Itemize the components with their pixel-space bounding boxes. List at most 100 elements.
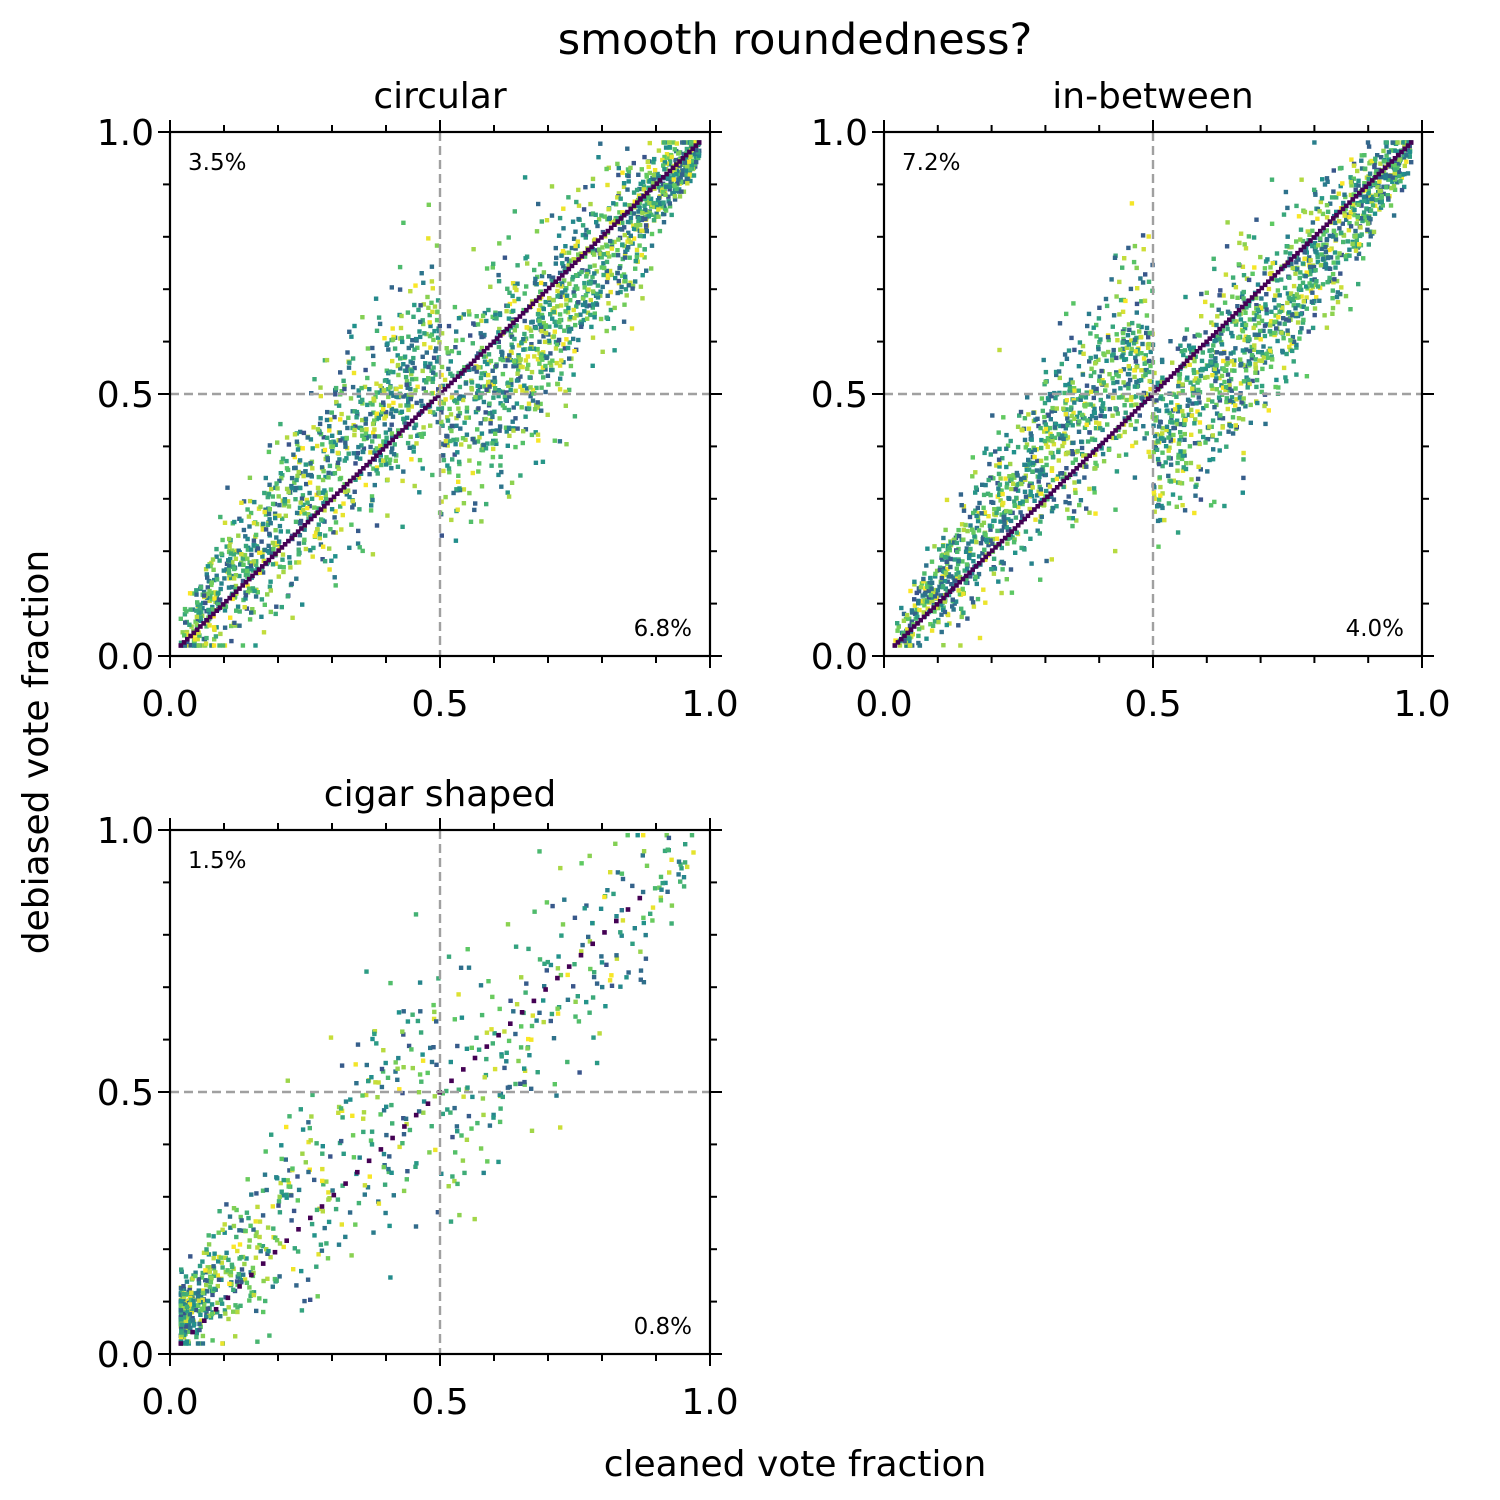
scatter-point: [1391, 183, 1397, 189]
scatter-point: [921, 610, 926, 615]
scatter-point: [370, 439, 375, 444]
scatter-point: [297, 458, 303, 463]
scatter-point: [367, 472, 372, 477]
scatter-point: [248, 563, 254, 568]
scatter-point: [1246, 234, 1252, 239]
scatter-point: [1098, 413, 1103, 419]
scatter-point: [950, 597, 955, 602]
scatter-point: [488, 358, 494, 364]
scatter-point: [563, 389, 568, 394]
scatter-point: [1241, 296, 1246, 301]
scatter-point: [531, 346, 537, 351]
scatter-point: [1134, 419, 1139, 424]
scatter-point: [1116, 434, 1122, 439]
diagonal-point: [661, 175, 666, 180]
scatter-point: [680, 172, 685, 177]
scatter-point: [666, 176, 671, 182]
scatter-point: [1156, 408, 1162, 413]
scatter-point: [451, 437, 456, 443]
scatter-point: [229, 638, 234, 644]
scatter-point: [1324, 228, 1329, 233]
scatter-point: [1231, 400, 1236, 405]
scatter-point: [601, 261, 606, 266]
scatter-point: [416, 307, 421, 313]
scatter-point: [641, 187, 647, 192]
scatter-point: [507, 353, 512, 358]
scatter-point: [566, 263, 571, 268]
scatter-point: [599, 265, 604, 270]
scatter-point: [1334, 195, 1339, 200]
scatter-point: [1211, 322, 1216, 327]
scatter-point: [1208, 353, 1214, 358]
scatter-point: [1233, 423, 1238, 428]
scatter-point: [1336, 219, 1342, 224]
scatter-point: [265, 592, 270, 597]
scatter-point: [347, 545, 352, 550]
scatter-point: [664, 152, 670, 157]
scatter-point: [1126, 381, 1131, 387]
scatter-point: [680, 168, 685, 173]
scatter-point: [327, 424, 332, 429]
scatter-point: [1069, 449, 1075, 454]
scatter-point: [354, 415, 359, 420]
scatter-point: [1058, 435, 1063, 441]
scatter-point: [997, 482, 1003, 487]
scatter-point: [605, 244, 610, 249]
scatter-point: [431, 370, 436, 375]
scatter-point: [622, 302, 627, 307]
scatter-point: [1001, 525, 1007, 530]
scatter-point: [493, 431, 498, 436]
scatter-point: [592, 271, 597, 276]
scatter-point: [1362, 187, 1368, 192]
scatter-point: [342, 420, 348, 425]
scatter-point: [1255, 307, 1260, 313]
scatter-point: [506, 494, 512, 499]
scatter-point: [421, 302, 426, 307]
scatter-point: [1193, 484, 1198, 489]
scatter-point: [1233, 403, 1238, 408]
scatter-point: [245, 556, 250, 561]
scatter-point: [590, 176, 596, 182]
scatter-point: [456, 479, 461, 484]
scatter-point: [561, 206, 566, 211]
scatter-point: [1235, 304, 1240, 309]
scatter-point: [644, 268, 649, 273]
scatter-point: [1257, 314, 1262, 320]
scatter-point: [1378, 161, 1383, 166]
scatter-point: [351, 451, 356, 456]
scatter-point: [368, 450, 373, 455]
scatter-point: [1367, 161, 1372, 166]
scatter-point: [1318, 262, 1324, 268]
scatter-point: [695, 150, 701, 155]
diagonal-point: [615, 219, 620, 224]
scatter-point: [1333, 265, 1338, 270]
scatter-point: [544, 355, 549, 361]
scatter-point: [1180, 453, 1185, 458]
scatter-point: [347, 329, 352, 334]
scatter-point: [631, 223, 636, 228]
scatter-point: [1240, 264, 1246, 269]
scatter-point: [1174, 504, 1179, 509]
scatter-point: [494, 363, 499, 369]
scatter-point: [391, 393, 396, 398]
scatter-point: [226, 558, 231, 563]
scatter-point: [933, 574, 938, 579]
scatter-point: [622, 232, 627, 238]
scatter-point: [1241, 273, 1247, 278]
scatter-point: [1038, 425, 1043, 431]
scatter-point: [431, 337, 436, 343]
scatter-point: [1295, 313, 1301, 319]
scatter-point: [273, 528, 278, 533]
scatter-point: [1162, 517, 1167, 523]
scatter-point: [625, 167, 631, 172]
scatter-point: [1343, 254, 1348, 259]
scatter-point: [651, 160, 656, 165]
scatter-point: [1112, 255, 1118, 260]
scatter-point: [201, 593, 207, 598]
scatter-point: [1236, 416, 1242, 421]
scatter-point: [562, 346, 568, 351]
scatter-point: [1023, 445, 1028, 450]
scatter-point: [1262, 333, 1268, 339]
scatter-point: [338, 438, 343, 443]
